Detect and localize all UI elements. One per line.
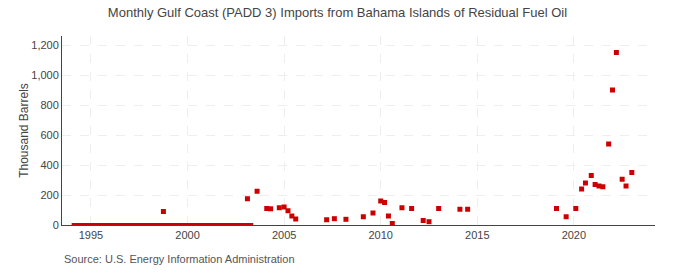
svg-text:Source: U.S. Energy Informatio: Source: U.S. Energy Information Administ… (64, 253, 295, 265)
svg-text:1995: 1995 (79, 229, 103, 241)
svg-text:2015: 2015 (465, 229, 489, 241)
svg-text:2010: 2010 (368, 229, 392, 241)
svg-text:1,000: 1,000 (31, 69, 59, 81)
svg-text:400: 400 (40, 159, 58, 171)
svg-text:2005: 2005 (272, 229, 296, 241)
svg-text:600: 600 (40, 129, 58, 141)
svg-text:0: 0 (53, 219, 59, 231)
svg-text:Monthly Gulf Coast (PADD 3) Im: Monthly Gulf Coast (PADD 3) Imports from… (108, 5, 567, 20)
svg-text:2000: 2000 (175, 229, 199, 241)
svg-text:800: 800 (40, 99, 58, 111)
svg-text:200: 200 (40, 189, 58, 201)
svg-text:Thousand Barrels: Thousand Barrels (17, 83, 31, 178)
svg-text:2020: 2020 (562, 229, 586, 241)
svg-text:1,200: 1,200 (31, 39, 59, 51)
